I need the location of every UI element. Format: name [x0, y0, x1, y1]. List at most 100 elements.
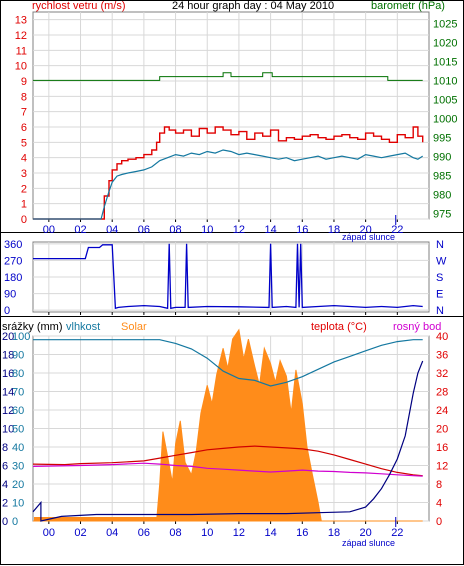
- th-xtick-label: 20: [360, 527, 372, 539]
- wind-ytick-label: 2: [21, 183, 27, 195]
- baro-ytick-label: 1010: [433, 75, 457, 87]
- rain-ytick-label: 18: [2, 350, 14, 362]
- chart-title: 24 hour graph day : 04 May 2010: [172, 0, 334, 12]
- humidity-ytick-label: 30: [12, 461, 24, 473]
- baro-axis-label: barometr (hPa): [371, 0, 445, 12]
- temperature-axis-label: teplota (°C): [311, 321, 367, 333]
- rain-ytick-label: 8: [2, 442, 8, 454]
- wind-ytick-label: 0: [21, 214, 27, 226]
- wind-ytick-label: 9: [21, 76, 27, 88]
- temp-ytick-label: 24: [436, 405, 448, 417]
- temp-ytick-label: 16: [436, 442, 448, 454]
- th-xtick-label: 22: [391, 527, 403, 539]
- dir-compass-label: E: [436, 289, 443, 301]
- sunset-label-top: západ slunce: [342, 232, 395, 242]
- temp-ytick-label: 28: [436, 387, 448, 399]
- th-xtick-label: 14: [264, 527, 276, 539]
- rain-ytick-label: 14: [2, 387, 14, 399]
- rain-ytick-label: 10: [2, 424, 14, 436]
- dewpoint-label: rosný bod: [393, 321, 441, 333]
- wind-xtick-label: 12: [233, 224, 245, 236]
- humidity-ytick-label: 80: [12, 368, 24, 380]
- sunset-label-bottom: západ slunce: [342, 538, 395, 548]
- baro-ytick-label: 1025: [433, 18, 457, 30]
- rain-ytick-label: 4: [2, 479, 8, 491]
- dewpoint-line: [32, 462, 423, 477]
- solar-area: [33, 328, 423, 522]
- baro-ytick-label: 1000: [433, 113, 457, 125]
- wind-ytick-label: 4: [21, 153, 27, 165]
- wind-ytick-label: 13: [15, 15, 27, 27]
- dir-compass-label: W: [436, 255, 447, 267]
- wind-ytick-label: 11: [16, 45, 27, 57]
- dir-compass-label: N: [436, 239, 444, 251]
- wind-xtick-label: 02: [74, 224, 86, 236]
- humidity-ytick-label: 40: [12, 442, 24, 454]
- dir-ytick-label: 90: [4, 289, 16, 301]
- wind-xtick-label: 04: [106, 224, 118, 236]
- temp-ytick-label: 32: [436, 368, 448, 380]
- wind-gust-line: [33, 126, 424, 220]
- baro-line: [33, 72, 423, 81]
- th-xtick-label: 16: [296, 527, 308, 539]
- th-xtick-label: 12: [233, 527, 245, 539]
- temp-ytick-label: 0: [436, 516, 442, 528]
- baro-ytick-label: 975: [433, 208, 451, 220]
- solar-label: Solar: [121, 321, 147, 333]
- humidity-ytick-label: 50: [12, 424, 24, 436]
- humidity-ytick-label: 90: [12, 350, 24, 362]
- wind-ytick-label: 5: [21, 137, 27, 149]
- solar-baseline: [34, 517, 161, 521]
- wind-ytick-label: 10: [15, 61, 27, 73]
- th-xtick-label: 08: [169, 527, 181, 539]
- rain-ytick-label: 20: [2, 331, 14, 343]
- rain-ytick-label: 16: [2, 368, 14, 380]
- humidity-ytick-label: 0: [12, 516, 18, 528]
- humidity-ytick-label: 10: [12, 498, 24, 510]
- dir-compass-label: N: [436, 305, 444, 317]
- wind-xtick-label: 10: [201, 224, 213, 236]
- temp-ytick-label: 36: [436, 350, 448, 362]
- temperature-line: [32, 445, 423, 477]
- baro-ytick-label: 1015: [433, 56, 457, 68]
- th-xtick-label: 02: [74, 527, 86, 539]
- rain-ytick-label: 6: [2, 461, 8, 473]
- baro-ytick-label: 1005: [433, 94, 457, 106]
- temp-ytick-label: 8: [436, 479, 442, 491]
- dir-ytick-label: 270: [4, 255, 22, 267]
- dir-ytick-label: 180: [4, 272, 22, 284]
- wind-ytick-label: 3: [21, 168, 27, 180]
- th-xtick-label: 00: [43, 527, 55, 539]
- dir-ytick-label: 0: [4, 305, 10, 317]
- wind-xtick-label: 22: [391, 224, 403, 236]
- wind-ytick-label: 12: [15, 30, 27, 42]
- wind-direction-line: [33, 243, 423, 310]
- temp-ytick-label: 4: [436, 498, 442, 510]
- humidity-ytick-label: 70: [12, 387, 24, 399]
- th-xtick-label: 04: [106, 527, 118, 539]
- rain-line: [32, 360, 424, 522]
- humidity-ytick-label: 20: [12, 479, 24, 491]
- humidity-label: vlhkost: [66, 321, 100, 333]
- wind-ytick-label: 1: [21, 199, 27, 211]
- wind-baro-chart: 0123456789101112139759809859909951000100…: [15, 11, 457, 236]
- baro-ytick-label: 995: [433, 132, 451, 144]
- wind-ytick-label: 6: [21, 122, 27, 134]
- temp-ytick-label: 20: [436, 424, 448, 436]
- th-xtick-label: 18: [328, 527, 340, 539]
- rain-axis-label: srážky (mm): [2, 321, 63, 333]
- temp-ytick-label: 12: [436, 461, 448, 473]
- wind-xtick-label: 06: [138, 224, 150, 236]
- wind-axis-label: rychlost vetru (m/s): [32, 0, 126, 12]
- th-xtick-label: 06: [138, 527, 150, 539]
- wind-ytick-label: 8: [21, 91, 27, 103]
- rain-ytick-label: 0: [2, 516, 8, 528]
- humidity-ytick-label: 100: [12, 331, 30, 343]
- temp-ytick-label: 40: [436, 331, 448, 343]
- rain-ytick-label: 12: [2, 405, 14, 417]
- baro-ytick-label: 1020: [433, 37, 457, 49]
- baro-ytick-label: 985: [433, 170, 451, 182]
